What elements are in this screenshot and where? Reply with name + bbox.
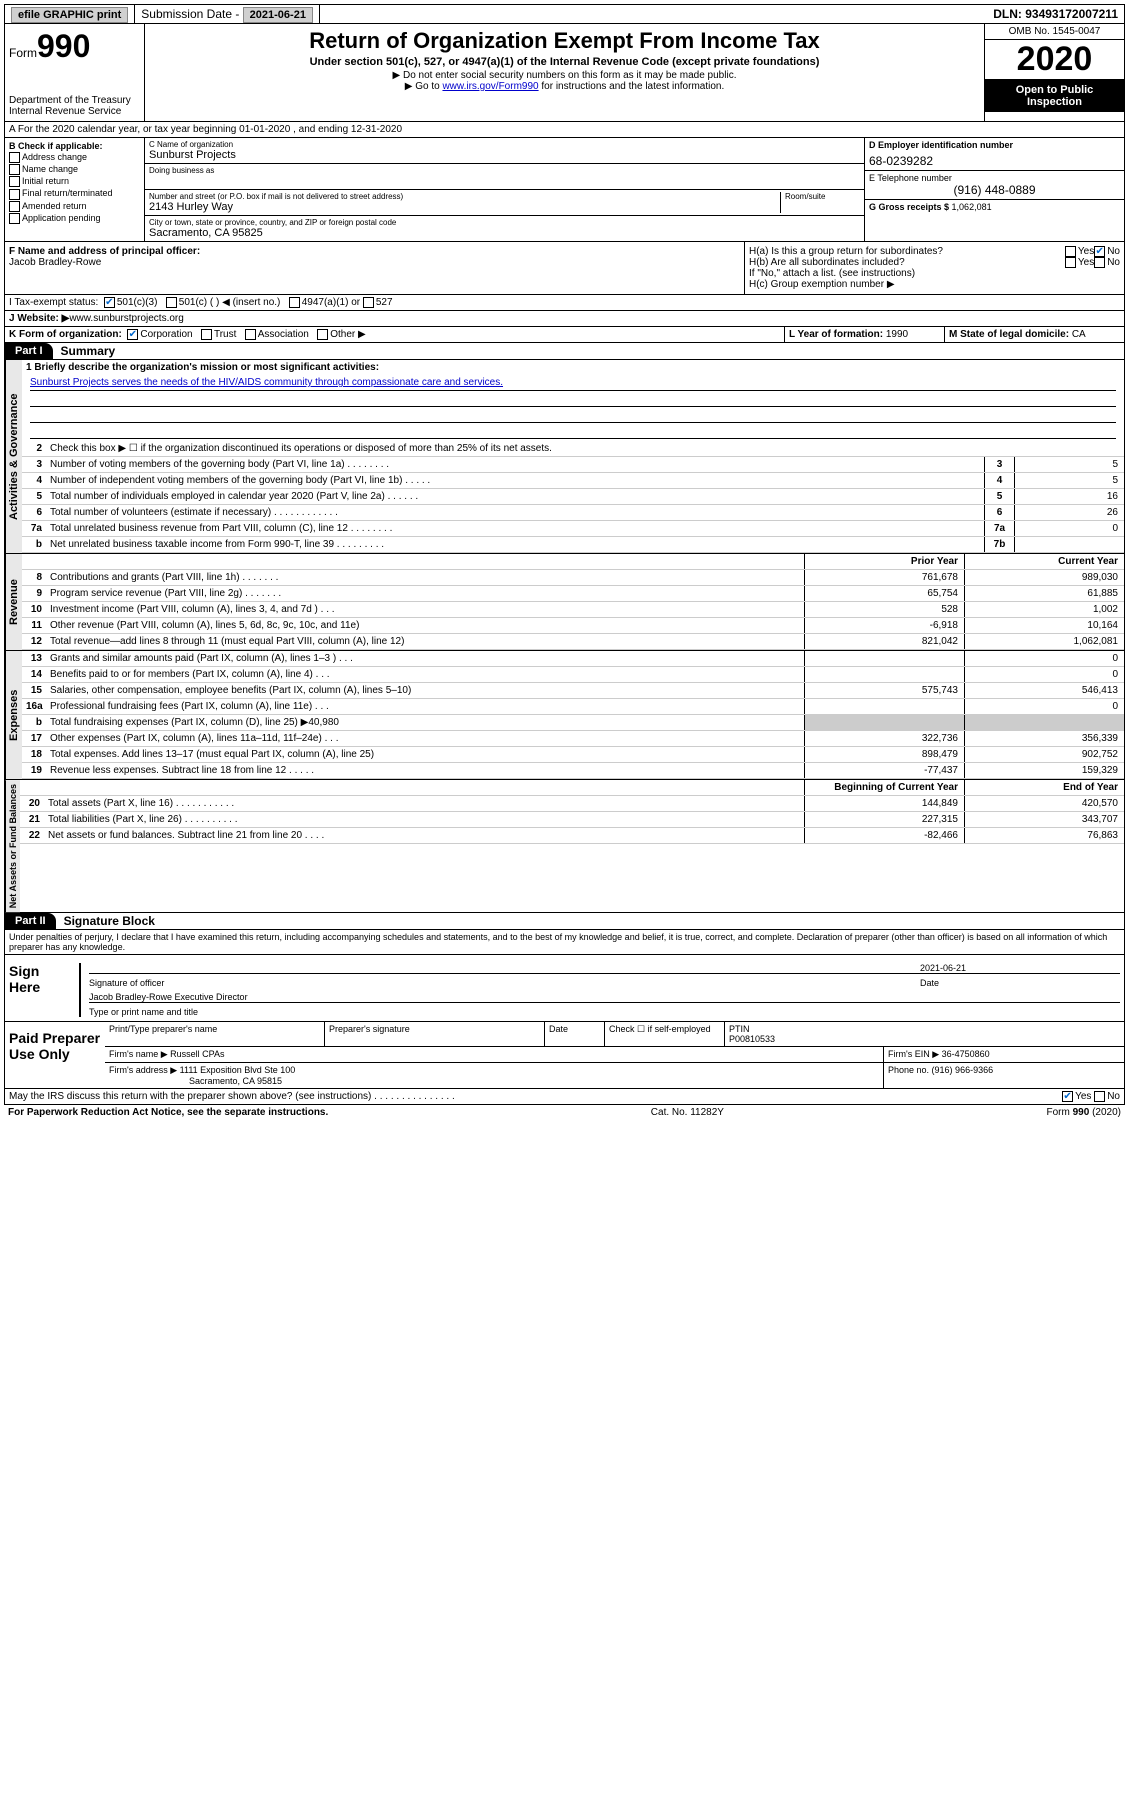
declaration-text: Under penalties of perjury, I declare th…	[4, 930, 1125, 955]
vtab-expenses: Expenses	[5, 651, 22, 779]
footer-right: Form 990 (2020)	[1047, 1107, 1122, 1118]
summary-line: 17Other expenses (Part IX, column (A), l…	[22, 731, 1124, 747]
firm-phone: (916) 966-9366	[932, 1065, 994, 1075]
form-subtitle: Under section 501(c), 527, or 4947(a)(1)…	[153, 56, 976, 68]
signature-date: 2021-06-21	[920, 963, 1120, 973]
summary-line: 19Revenue less expenses. Subtract line 1…	[22, 763, 1124, 779]
summary-line: 10Investment income (Part VIII, column (…	[22, 602, 1124, 618]
firm-ein: 36-4750860	[942, 1049, 990, 1059]
checkbox-group-no[interactable]	[1094, 246, 1105, 257]
col-b-checkboxes: B Check if applicable: Address change Na…	[5, 138, 145, 241]
summary-line: 22Net assets or fund balances. Subtract …	[20, 828, 1124, 844]
summary-line: 18Total expenses. Add lines 13–17 (must …	[22, 747, 1124, 763]
website-url: www.sunburstprojects.org	[69, 313, 184, 324]
efile-label: efile GRAPHIC print	[5, 5, 135, 23]
paid-preparer-label: Paid Preparer Use Only	[5, 1022, 105, 1088]
summary-line: 13Grants and similar amounts paid (Part …	[22, 651, 1124, 667]
sign-here-label: Sign Here	[5, 955, 75, 1021]
checkbox-initial-return[interactable]	[9, 176, 20, 187]
efile-btn[interactable]: efile GRAPHIC print	[11, 7, 128, 23]
vtab-netassets: Net Assets or Fund Balances	[5, 780, 20, 912]
checkbox-discuss-no[interactable]	[1094, 1091, 1105, 1102]
checkbox-address-change[interactable]	[9, 152, 20, 163]
principal-officer: Jacob Bradley-Rowe	[9, 257, 740, 268]
submission-date: 2021-06-21	[243, 7, 313, 23]
part1-header: Part I	[5, 343, 53, 359]
footer-catno: Cat. No. 11282Y	[651, 1107, 724, 1118]
checkbox-corporation[interactable]	[127, 329, 138, 340]
summary-line: 7aTotal unrelated business revenue from …	[22, 521, 1124, 537]
sec-f-officer: F Name and address of principal officer:…	[5, 242, 744, 294]
firm-address: 1111 Exposition Blvd Ste 100	[180, 1065, 296, 1075]
org-city: Sacramento, CA 95825	[149, 227, 860, 239]
year-formation: 1990	[886, 329, 908, 340]
officer-name: Jacob Bradley-Rowe Executive Director	[89, 992, 248, 1002]
summary-line: 12Total revenue—add lines 8 through 11 (…	[22, 634, 1124, 650]
summary-line: 16aProfessional fundraising fees (Part I…	[22, 699, 1124, 715]
summary-line: 14Benefits paid to or for members (Part …	[22, 667, 1124, 683]
col-d-ein-phone: D Employer identification number68-02392…	[864, 138, 1124, 241]
form-id: Form990 Department of the Treasury Inter…	[5, 24, 145, 121]
checkbox-pending[interactable]	[9, 213, 20, 224]
discuss-row: May the IRS discuss this return with the…	[4, 1089, 1125, 1105]
checkbox-amended[interactable]	[9, 201, 20, 212]
summary-line: 9Program service revenue (Part VIII, lin…	[22, 586, 1124, 602]
summary-line: 20Total assets (Part X, line 16) . . . .…	[20, 796, 1124, 812]
vtab-revenue: Revenue	[5, 554, 22, 650]
checkbox-name-change[interactable]	[9, 164, 20, 175]
row-j-website: J Website: ▶ www.sunburstprojects.org	[4, 311, 1125, 327]
sec-h-group: H(a) Is this a group return for subordin…	[744, 242, 1124, 294]
org-address: 2143 Hurley Way	[149, 201, 780, 213]
summary-line: 8Contributions and grants (Part VIII, li…	[22, 570, 1124, 586]
topbar: efile GRAPHIC print Submission Date - 20…	[4, 4, 1125, 24]
footer-left: For Paperwork Reduction Act Notice, see …	[8, 1107, 328, 1118]
vtab-governance: Activities & Governance	[5, 360, 22, 553]
dept-label: Department of the Treasury Internal Reve…	[9, 95, 140, 117]
summary-line: bTotal fundraising expenses (Part IX, co…	[22, 715, 1124, 731]
checkbox-final-return[interactable]	[9, 189, 20, 200]
checkbox-501c3[interactable]	[104, 297, 115, 308]
summary-line: 5Total number of individuals employed in…	[22, 489, 1124, 505]
gross-receipts: 1,062,081	[952, 202, 992, 212]
ptin: P00810533	[729, 1034, 775, 1044]
omb-number: OMB No. 1545-0047	[985, 24, 1124, 40]
part2-header: Part II	[5, 913, 56, 929]
header-right: OMB No. 1545-0047 2020 Open to Public In…	[984, 24, 1124, 121]
phone: (916) 448-0889	[869, 183, 1120, 197]
summary-line: 11Other revenue (Part VIII, column (A), …	[22, 618, 1124, 634]
summary-line: 4Number of independent voting members of…	[22, 473, 1124, 489]
checkbox-discuss-yes[interactable]	[1062, 1091, 1073, 1102]
mission-text[interactable]: Sunburst Projects serves the needs of th…	[30, 377, 1116, 391]
state-domicile: CA	[1072, 329, 1086, 340]
submission-cell: Submission Date - 2021-06-21	[135, 5, 320, 23]
dln: DLN: 93493172007211	[987, 5, 1124, 23]
public-inspection: Open to Public Inspection	[985, 80, 1124, 112]
header-title-block: Return of Organization Exempt From Incom…	[145, 24, 984, 121]
form-title: Return of Organization Exempt From Incom…	[153, 28, 976, 54]
tax-year: 2020	[985, 40, 1124, 80]
col-c-org-info: C Name of organizationSunburst Projects …	[145, 138, 864, 241]
ein: 68-0239282	[869, 154, 1120, 168]
summary-line: 15Salaries, other compensation, employee…	[22, 683, 1124, 699]
row-a-tax-year: A For the 2020 calendar year, or tax yea…	[4, 122, 1125, 138]
summary-line: bNet unrelated business taxable income f…	[22, 537, 1124, 553]
summary-line: 6Total number of volunteers (estimate if…	[22, 505, 1124, 521]
summary-line: 21Total liabilities (Part X, line 26) . …	[20, 812, 1124, 828]
org-name: Sunburst Projects	[149, 149, 860, 161]
firm-name: Russell CPAs	[170, 1049, 224, 1059]
instructions-link[interactable]: www.irs.gov/Form990	[442, 81, 538, 92]
summary-line: 3Number of voting members of the governi…	[22, 457, 1124, 473]
row-i-tax-status: I Tax-exempt status: 501(c)(3) 501(c) ( …	[4, 295, 1125, 311]
sec-k-form-org: K Form of organization: Corporation Trus…	[5, 327, 784, 342]
